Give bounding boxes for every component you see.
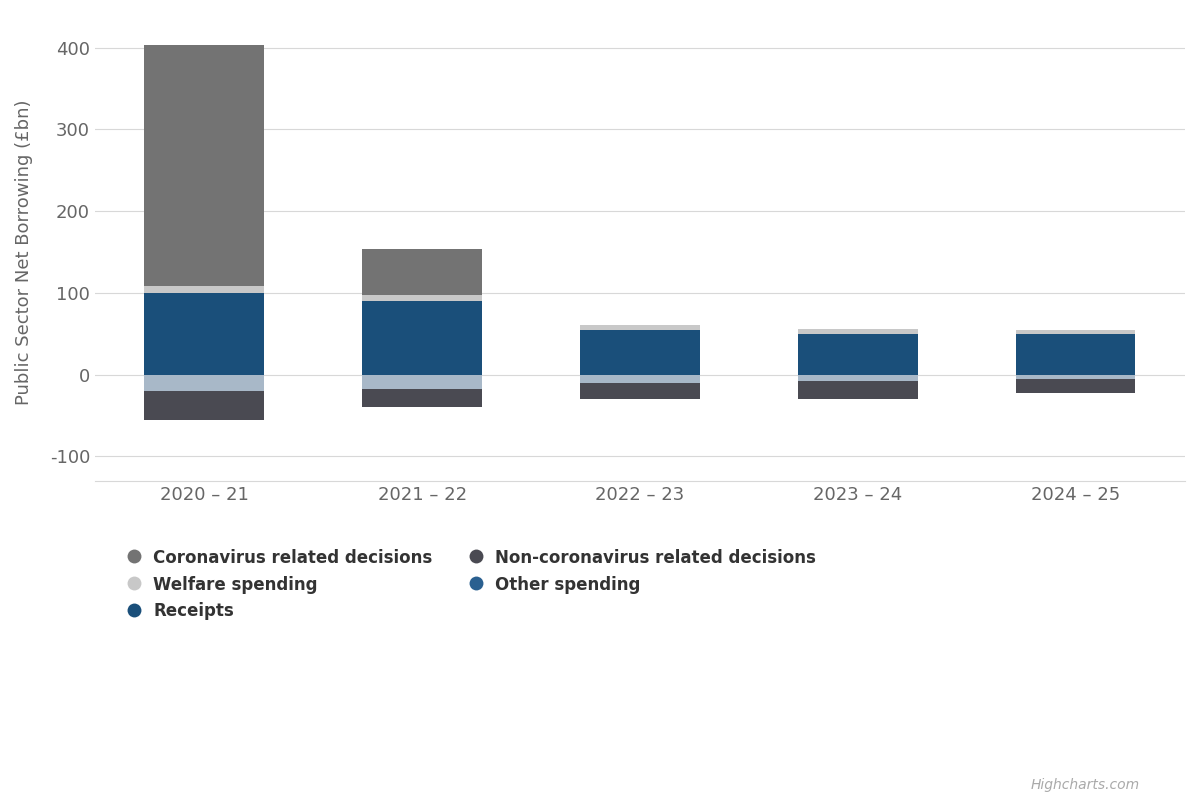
Bar [144, 286, 264, 293]
Legend: Coronavirus related decisions, Welfare spending, Receipts, Non-coronavirus relat: Coronavirus related decisions, Welfare s… [125, 549, 816, 621]
Bar [144, 391, 264, 419]
Bar [580, 374, 700, 382]
Bar [798, 329, 918, 334]
Bar [144, 293, 264, 374]
Bar [144, 45, 264, 286]
Bar [798, 374, 918, 381]
Bar [362, 374, 482, 390]
Bar [1015, 378, 1135, 394]
Bar [798, 381, 918, 399]
Bar [362, 295, 482, 301]
Bar [580, 325, 700, 330]
Y-axis label: Public Sector Net Borrowing (£bn): Public Sector Net Borrowing (£bn) [14, 99, 34, 405]
Bar [362, 249, 482, 295]
Bar [1015, 334, 1135, 374]
Bar [1015, 374, 1135, 378]
Bar [580, 382, 700, 399]
Bar [362, 301, 482, 374]
Bar [144, 374, 264, 391]
Bar [798, 334, 918, 374]
Bar [362, 390, 482, 407]
Text: Highcharts.com: Highcharts.com [1031, 778, 1140, 792]
Bar [580, 330, 700, 374]
Bar [1015, 330, 1135, 334]
